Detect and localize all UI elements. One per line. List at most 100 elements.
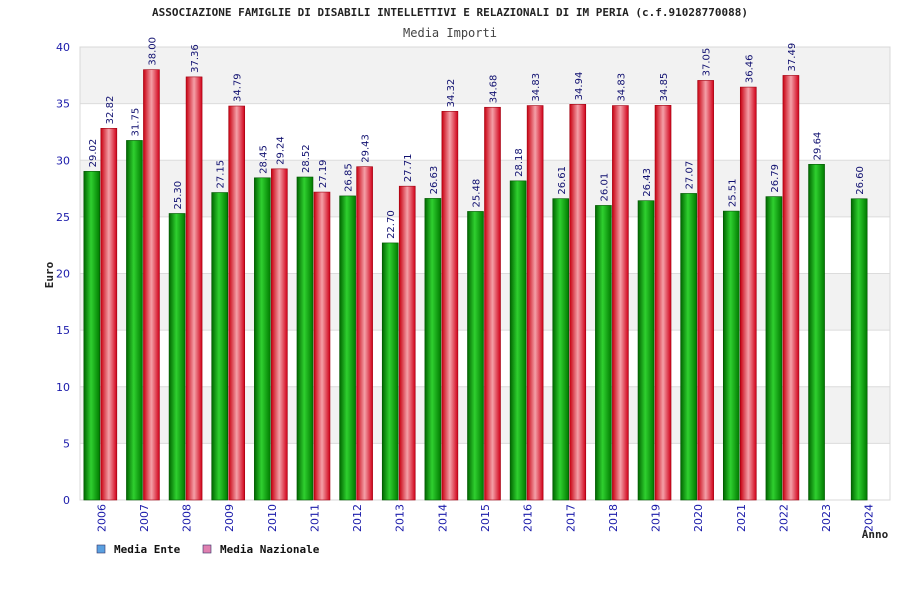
- y-tick-label: 5: [63, 437, 70, 450]
- x-tick-label: 2020: [692, 504, 705, 532]
- bar-value-label: 22.70: [386, 210, 397, 239]
- bar-value-label: 26.01: [599, 173, 610, 202]
- bar-nazionale: [739, 86, 757, 501]
- bar-ente: [808, 164, 825, 501]
- bar-nazionale: [526, 105, 544, 501]
- x-tick-label: 2006: [95, 504, 108, 532]
- legend: Media Ente Media Nazionale: [96, 543, 320, 556]
- bars: 29.02 32.82 31.75 38.00 25.30 37.36 27.15 34.79…: [83, 37, 868, 501]
- bar-value-label: 26.43: [642, 168, 653, 197]
- bar-nazionale: [569, 104, 587, 501]
- x-tick-label: 2011: [308, 504, 321, 532]
- x-tick-label: 2023: [820, 504, 833, 532]
- bar-nazionale: [271, 168, 288, 501]
- x-tick-label: 2013: [394, 504, 407, 532]
- bar-ente: [765, 196, 783, 501]
- bar-nazionale: [484, 106, 501, 501]
- y-tick-label: 0: [63, 494, 70, 507]
- bar-nazionale: [143, 69, 160, 501]
- bar-nazionale: [441, 111, 459, 501]
- y-tick-label: 10: [56, 381, 70, 394]
- bar-ente: [254, 177, 271, 501]
- bar-value-label: 34.68: [489, 75, 500, 104]
- x-tick-label: 2007: [138, 504, 151, 532]
- bar-value-label: 27.15: [216, 160, 227, 189]
- x-axis-label: Anno: [862, 528, 889, 541]
- bar-value-label: 37.05: [702, 48, 713, 77]
- x-tick-label: 2024: [863, 504, 876, 532]
- bar-value-label: 28.52: [301, 144, 312, 173]
- x-tick-label: 2012: [351, 504, 364, 532]
- x-tick-label: 2017: [564, 504, 577, 532]
- bar-value-label: 26.61: [557, 166, 568, 195]
- bar-value-label: 28.45: [258, 145, 269, 174]
- bar-value-label: 29.24: [275, 136, 286, 165]
- bar-ente: [722, 210, 740, 501]
- bar-value-label: 37.36: [190, 44, 201, 73]
- bar-value-label: 36.46: [744, 54, 755, 83]
- bar-nazionale: [654, 105, 672, 501]
- bar-ente: [595, 205, 612, 501]
- bar-value-label: 25.48: [472, 179, 483, 208]
- x-tick-label: 2022: [777, 504, 790, 532]
- x-tick-label: 2014: [436, 504, 449, 532]
- x-tick-label: 2016: [522, 504, 535, 532]
- bar-ente: [126, 140, 143, 501]
- x-tick-label: 2021: [735, 504, 748, 532]
- legend-label-ente: Media Ente: [114, 543, 181, 556]
- x-tick-label: 2008: [181, 504, 194, 532]
- bar-value-label: 34.32: [446, 79, 457, 108]
- bar-ente: [467, 211, 484, 501]
- y-tick-label: 15: [56, 324, 70, 337]
- bar-value-label: 37.49: [787, 43, 798, 72]
- bar-value-label: 29.02: [88, 139, 99, 168]
- legend-swatch-nazionale: [202, 544, 212, 554]
- bar-value-label: 28.18: [514, 148, 525, 177]
- bar-value-label: 34.83: [616, 73, 627, 102]
- x-tick-label: 2009: [223, 504, 236, 532]
- legend-swatch-ente: [96, 544, 106, 554]
- bar-value-label: 25.51: [727, 178, 738, 207]
- bar-ente: [381, 242, 399, 501]
- bar-value-label: 34.79: [233, 73, 244, 102]
- bar-value-label: 29.64: [813, 132, 824, 161]
- bar-value-label: 34.83: [531, 73, 542, 102]
- bar-ente: [509, 180, 527, 501]
- bar-ente: [850, 198, 868, 501]
- bar-nazionale: [782, 75, 800, 501]
- x-tick-label: 2019: [650, 504, 663, 532]
- bar-value-label: 27.71: [403, 154, 414, 183]
- x-tick-label: 2010: [266, 504, 279, 532]
- bar-value-label: 26.63: [429, 166, 440, 195]
- bar-ente: [637, 200, 655, 501]
- y-tick-label: 35: [56, 98, 70, 111]
- bar-value-label: 34.94: [574, 72, 585, 101]
- bar-ente: [424, 198, 442, 501]
- bar-nazionale: [100, 128, 118, 501]
- bar-ente: [680, 193, 697, 501]
- y-tick-label: 20: [56, 268, 70, 281]
- bar-value-label: 25.30: [173, 181, 184, 210]
- bar-value-label: 34.85: [659, 73, 670, 102]
- bar-value-label: 27.19: [318, 159, 329, 188]
- y-tick-label: 25: [56, 211, 70, 224]
- bar-value-label: 26.79: [770, 164, 781, 193]
- bar-value-label: 26.60: [855, 166, 866, 195]
- y-tick-label: 40: [56, 41, 70, 54]
- x-axis: 2006 2007 2008 2009 2010 2011 2012 2013 2014 2015…: [95, 504, 875, 532]
- bar-value-label: 26.85: [344, 163, 355, 192]
- bar-nazionale: [228, 105, 246, 501]
- y-tick-label: 30: [56, 154, 70, 167]
- bar-nazionale: [612, 105, 629, 501]
- bar-ente: [211, 192, 229, 501]
- legend-label-nazionale: Media Nazionale: [220, 543, 320, 556]
- x-tick-label: 2018: [607, 504, 620, 532]
- bar-value-label: 31.75: [130, 108, 141, 137]
- bar-ente: [296, 176, 314, 501]
- chart-subtitle: Media Importi: [403, 26, 497, 40]
- bar-value-label: 29.43: [361, 134, 372, 163]
- bar-nazionale: [313, 191, 331, 501]
- bar-nazionale: [697, 80, 714, 501]
- chart-title: ASSOCIAZIONE FAMIGLIE DI DISABILI INTELL…: [152, 6, 748, 19]
